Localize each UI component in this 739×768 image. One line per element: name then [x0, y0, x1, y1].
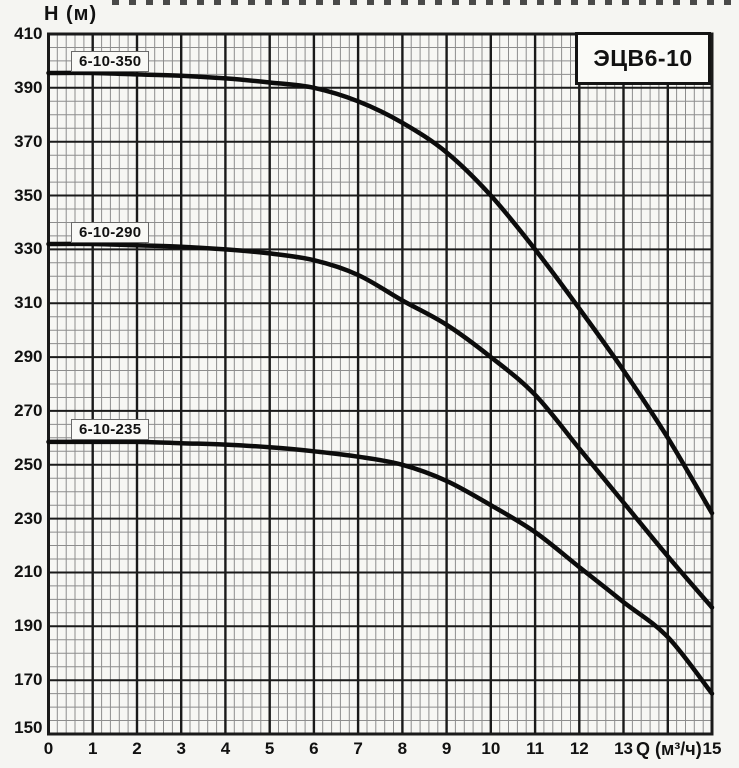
scan-artifact-strip	[112, 0, 739, 5]
y-tick-label: 390	[14, 77, 43, 97]
y-tick-label: 370	[14, 131, 43, 151]
curve-label-6-10-235: 6-10-235	[71, 419, 150, 441]
x-tick-label: 15	[702, 739, 722, 758]
x-tick-label: 12	[569, 739, 589, 758]
x-tick-label: 8	[397, 739, 408, 758]
curve-label-6-10-290: 6-10-290	[71, 221, 150, 243]
x-tick-label: 4	[220, 739, 231, 758]
x-tick-label: 3	[176, 739, 186, 758]
y-tick-label: 250	[14, 454, 43, 474]
curve-6-10-290	[46, 241, 715, 610]
x-tick-label: 6	[309, 739, 319, 758]
chart-title-box: ЭЦВ6-10	[575, 32, 711, 85]
y-tick-label: 150	[14, 718, 43, 737]
y-tick-label: 190	[14, 616, 43, 636]
x-tick-label: 5	[264, 739, 275, 758]
x-tick-label: 13	[614, 739, 633, 758]
y-axis-title: Н (м)	[44, 3, 98, 25]
y-tick-label: 210	[14, 562, 43, 582]
x-tick-label: 0	[43, 739, 54, 758]
curve-6-10-235	[46, 439, 715, 696]
y-tick-label: 350	[14, 185, 43, 205]
x-tick-label: 10	[481, 739, 501, 758]
x-tick-label: 11	[526, 739, 545, 758]
curve-label-6-10-350: 6-10-350	[71, 50, 150, 72]
y-tick-label: 330	[14, 239, 43, 259]
curve-6-10-350	[46, 70, 715, 516]
chart-title: ЭЦВ6-10	[593, 45, 693, 71]
x-axis-title: Q (м³/ч)	[636, 739, 702, 759]
x-tick-label: 1	[87, 739, 98, 758]
y-tick-label: 270	[14, 400, 43, 420]
x-tick-label: 7	[353, 739, 363, 758]
y-tick-label: 310	[14, 293, 43, 313]
y-tick-label: 230	[14, 508, 43, 528]
y-tick-label: 410	[14, 24, 43, 43]
y-tick-label: 290	[14, 347, 43, 367]
y-tick-label: 170	[14, 670, 43, 690]
x-tick-label: 9	[441, 739, 452, 758]
x-tick-label: 2	[132, 739, 142, 758]
